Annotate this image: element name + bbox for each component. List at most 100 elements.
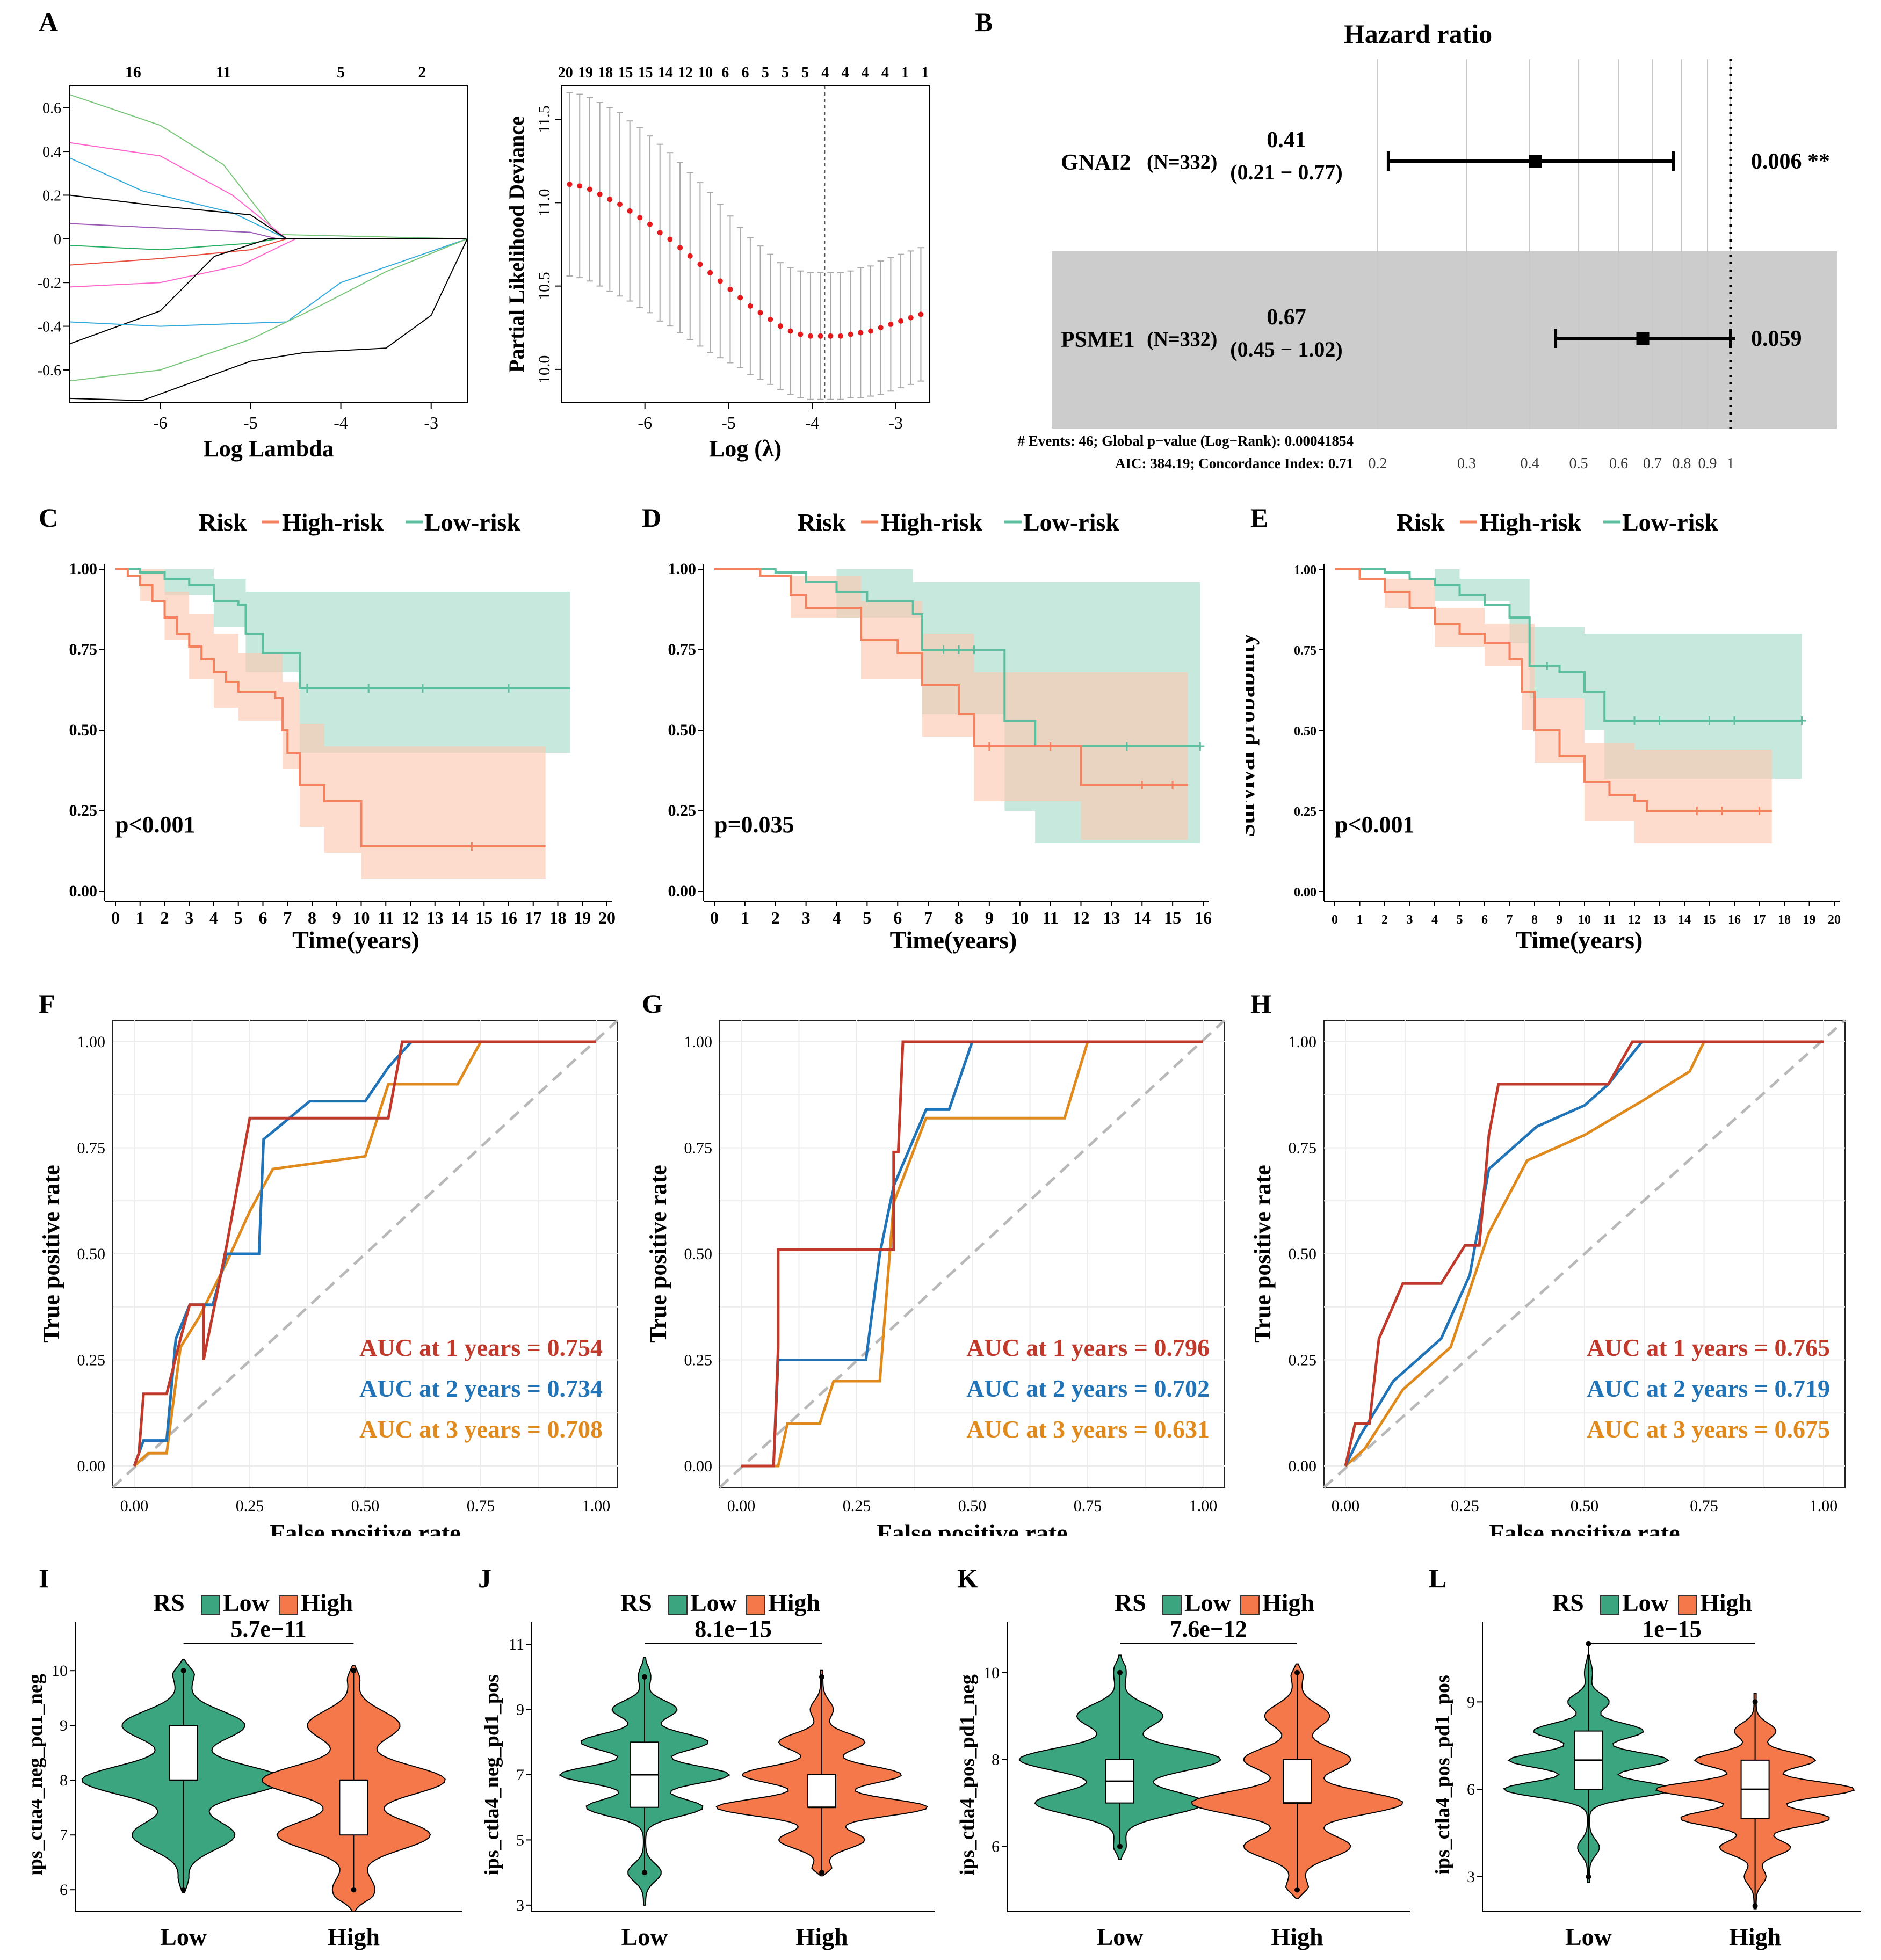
legend-label-low: Low-risk — [1023, 509, 1119, 536]
x-tick-label: Low — [160, 1923, 207, 1950]
x-tick-label: 20 — [598, 908, 616, 927]
outlier-point — [351, 1887, 357, 1893]
cv-point — [707, 270, 713, 275]
low-risk-curve — [1335, 568, 1802, 722]
x-tick-label: 13 — [426, 908, 444, 927]
high-risk-censor-mark — [1046, 742, 1055, 751]
forest-hr-value: 0.67 — [1267, 305, 1306, 330]
x-tick-label: 1.00 — [582, 1497, 611, 1515]
x-tick-label: 0.25 — [236, 1497, 264, 1515]
y-tick-label: 0.25 — [1289, 1352, 1317, 1369]
low-risk-censor-mark — [1630, 716, 1639, 725]
top-tick-label: 4 — [862, 64, 869, 81]
x-tick-label: 4 — [833, 908, 841, 927]
y-tick-label: 0.75 — [668, 641, 697, 658]
forest-n-label: (N=332) — [1147, 328, 1217, 351]
top-tick-label: 18 — [598, 64, 613, 81]
cv-point — [747, 303, 753, 309]
legend-label-high: High — [768, 1589, 820, 1616]
roc-curve-1-years — [741, 1040, 1203, 1468]
top-tick-label: 11 — [216, 63, 231, 81]
legend-key-low — [668, 1595, 688, 1615]
outlier-point — [819, 1870, 824, 1876]
top-tick-label: 4 — [841, 64, 849, 81]
x-tick-label: Low — [1565, 1923, 1612, 1950]
legend-title: RS — [153, 1589, 185, 1616]
x-tick-label: 12 — [402, 908, 419, 927]
high-risk-censor-mark — [467, 842, 476, 851]
cv-point — [647, 221, 653, 227]
roc-curve-3-years — [1344, 1040, 1824, 1467]
x-tick-label: 0 — [111, 908, 120, 927]
y-tick-label: 0.75 — [69, 641, 98, 658]
x-tick-label: High — [1271, 1923, 1323, 1950]
legend-title: Risk — [1397, 509, 1445, 536]
y-tick-label: 0.00 — [684, 1457, 713, 1475]
forest-x-tick-label: 0.7 — [1643, 455, 1662, 472]
legend-key-high — [746, 1595, 765, 1615]
forest-x-tick-label: 0.9 — [1698, 455, 1717, 472]
x-tick-label: 14 — [1678, 913, 1691, 927]
high-risk-curve — [714, 568, 1188, 786]
y-tick-label: 7 — [60, 1826, 68, 1844]
roc-curve-3-years — [741, 1040, 1203, 1468]
forest-n-label: (N=332) — [1147, 151, 1217, 173]
x-axis-label: Log Lambda — [203, 435, 334, 462]
x-tick-label: 10 — [353, 908, 370, 927]
top-tick-label: 2 — [418, 63, 426, 81]
legend-label-high: High — [301, 1589, 353, 1616]
forest-ci-value: (0.45 − 1.02) — [1230, 337, 1342, 361]
y-tick-label: 6 — [60, 1881, 68, 1899]
forest-point — [1636, 332, 1650, 345]
x-tick-label: -3 — [424, 413, 438, 432]
x-tick-label: 11 — [378, 908, 394, 927]
x-tick-label: 10 — [1578, 913, 1591, 927]
forest-x-tick-label: 0.3 — [1457, 455, 1476, 472]
x-tick-label: 6 — [1481, 913, 1488, 927]
y-tick-label: 0.25 — [1294, 805, 1316, 819]
panel-label-j: J — [478, 1563, 491, 1593]
low-risk-censor-mark — [1705, 716, 1714, 725]
coef-path-10 — [69, 238, 468, 382]
low-risk-censor-mark — [1797, 716, 1806, 725]
legend-key-high — [1678, 1595, 1697, 1615]
forest-x-tick-label: 0.5 — [1569, 455, 1588, 472]
y-tick-label: 1.00 — [77, 1033, 106, 1051]
y-tick-label: 0.50 — [668, 721, 697, 739]
y-tick-label: 1.00 — [668, 560, 697, 578]
y-tick-label: 0.2 — [42, 187, 61, 204]
legend-title: RS — [1552, 1589, 1584, 1616]
roc-plot-h: 0.00 0.00 0.25 0.25 0.50 0.50 0.75 0.75 1.00 1.00… — [1249, 1019, 1846, 1536]
low-risk-censor-mark — [939, 645, 948, 654]
high-risk-curve — [1335, 568, 1772, 812]
lasso-coefficient-plot: -6 -5 -4 -3 0.6 0.4 0.2 0 -0.2 -0.4 -0.6 16 11 5 2 Log … — [32, 63, 468, 462]
x-tick-label: 0.25 — [843, 1497, 871, 1515]
x-tick-label: High — [328, 1923, 380, 1950]
low-risk-curve — [714, 568, 1200, 747]
y-tick-label: 0.00 — [1289, 1457, 1317, 1475]
legend-label-low: Low — [690, 1589, 737, 1616]
outlier-point — [1117, 1843, 1123, 1849]
high-risk-ci-band — [115, 569, 546, 879]
top-tick-label: 5 — [782, 64, 789, 81]
y-tick-label: 11.5 — [536, 105, 553, 133]
y-tick-label: 0.00 — [69, 882, 98, 900]
roc-curve-3-years — [133, 1040, 596, 1467]
legend-label-high: High — [1262, 1589, 1314, 1616]
y-tick-label: 9 — [60, 1717, 68, 1734]
x-tick-label: 17 — [1753, 913, 1766, 927]
lasso-cv-deviance-plot: -6 -5 -4 -310.010.511.011.520 19 18 15 15 14 12 10… — [504, 64, 930, 462]
x-tick-label: 7 — [1507, 913, 1513, 927]
roc-plot-f: 0.00 0.00 0.25 0.25 0.50 0.50 0.75 0.75 1.00 1.00… — [38, 1019, 619, 1536]
legend-label-low: Low — [223, 1589, 270, 1616]
cv-point — [727, 286, 733, 292]
cv-point — [627, 208, 633, 214]
top-tick-label: 5 — [801, 64, 809, 81]
x-tick-label: 16 — [500, 908, 517, 927]
auc-label: AUC at 1 years = 0.765 — [1587, 1334, 1830, 1361]
top-tick-label: 6 — [721, 64, 729, 81]
legend-key-low — [1162, 1595, 1182, 1615]
top-tick-label: 5 — [762, 64, 769, 81]
x-tick-label: 8 — [954, 908, 963, 927]
legend-title: Risk — [199, 509, 247, 536]
